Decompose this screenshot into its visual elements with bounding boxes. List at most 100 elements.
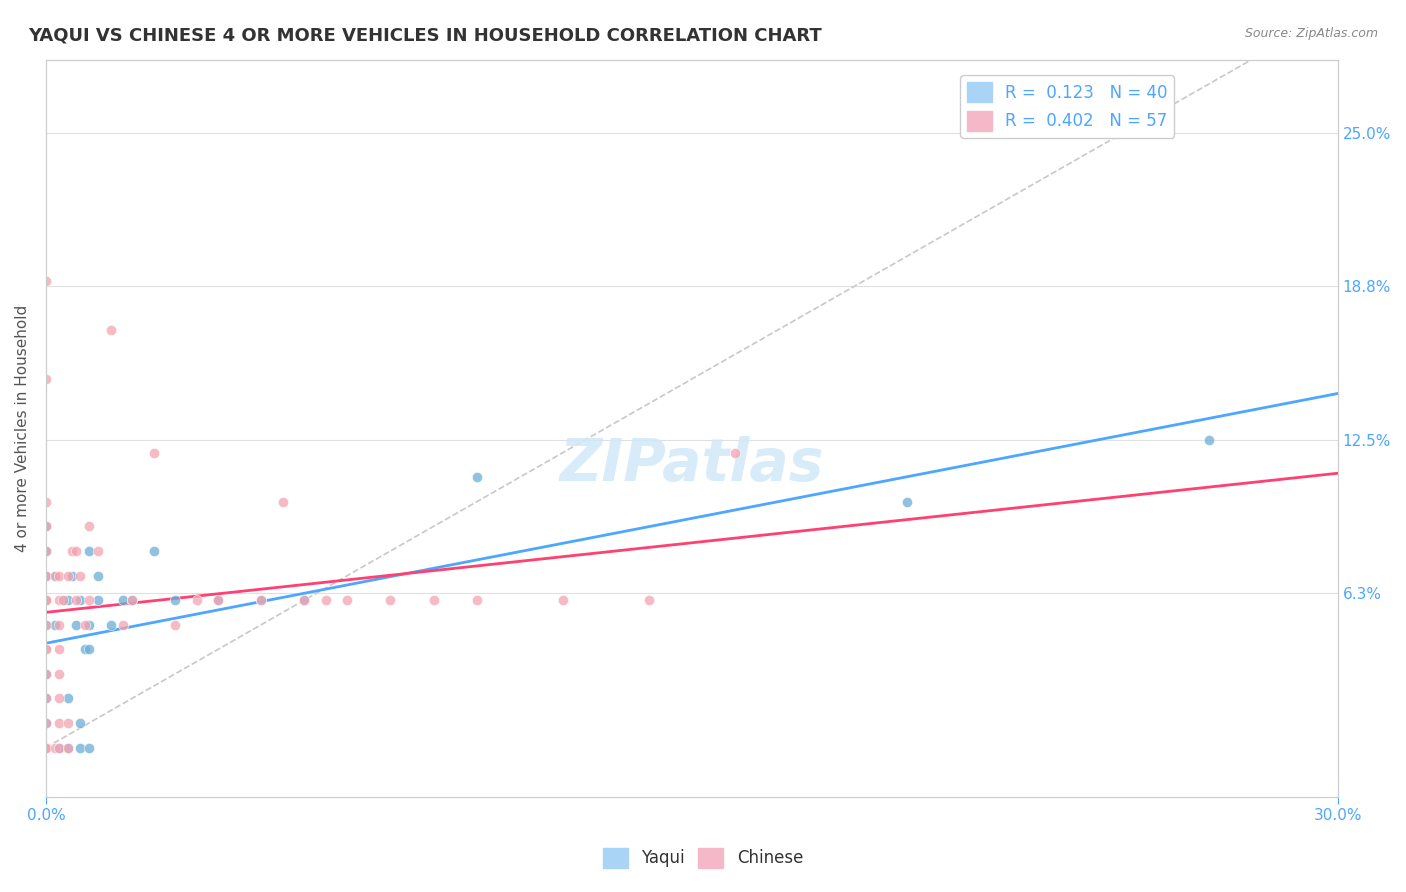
Point: [73, 617, 96, 632]
Point: [35, 372, 58, 386]
Point: [315, 593, 337, 607]
Point: [35, 666, 58, 681]
Point: [35, 740, 58, 755]
Point: [77, 544, 100, 558]
Text: YAQUI VS CHINESE 4 OR MORE VEHICLES IN HOUSEHOLD CORRELATION CHART: YAQUI VS CHINESE 4 OR MORE VEHICLES IN H…: [28, 27, 823, 45]
Point: [35, 642, 58, 657]
Legend: Yaqui, Chinese: Yaqui, Chinese: [596, 841, 810, 875]
Point: [48, 740, 70, 755]
Point: [86, 544, 108, 558]
Point: [44, 568, 66, 582]
Point: [35, 740, 58, 755]
Point: [69, 716, 91, 731]
Point: [35, 568, 58, 582]
Point: [35, 740, 58, 755]
Point: [77, 642, 100, 657]
Point: [35, 716, 58, 731]
Point: [551, 593, 574, 607]
Point: [35, 617, 58, 632]
Point: [336, 593, 359, 607]
Point: [292, 593, 315, 607]
Point: [165, 593, 187, 607]
Point: [35, 691, 58, 706]
Point: [112, 617, 135, 632]
Point: [48, 568, 70, 582]
Point: [35, 593, 58, 607]
Point: [48, 740, 70, 755]
Point: [250, 593, 273, 607]
Point: [35, 617, 58, 632]
Point: [44, 568, 66, 582]
Point: [35, 495, 58, 509]
Point: [186, 593, 208, 607]
Point: [35, 544, 58, 558]
Point: [48, 617, 70, 632]
Point: [35, 716, 58, 731]
Point: [35, 568, 58, 582]
Point: [35, 519, 58, 533]
Point: [65, 593, 87, 607]
Point: [142, 544, 165, 558]
Point: [100, 617, 122, 632]
Point: [48, 716, 70, 731]
Point: [724, 446, 747, 460]
Point: [77, 593, 100, 607]
Point: [207, 593, 229, 607]
Point: [69, 740, 91, 755]
Point: [77, 519, 100, 533]
Point: [86, 593, 108, 607]
Point: [48, 666, 70, 681]
Point: [112, 593, 135, 607]
Point: [35, 666, 58, 681]
Point: [65, 617, 87, 632]
Point: [271, 495, 294, 509]
Point: [73, 642, 96, 657]
Text: Source: ZipAtlas.com: Source: ZipAtlas.com: [1244, 27, 1378, 40]
Point: [86, 568, 108, 582]
Point: [35, 691, 58, 706]
Point: [637, 593, 659, 607]
Point: [465, 593, 488, 607]
Legend: R =  0.123   N = 40, R =  0.402   N = 57: R = 0.123 N = 40, R = 0.402 N = 57: [960, 75, 1174, 137]
Point: [35, 274, 58, 288]
Point: [1198, 434, 1220, 448]
Point: [60, 568, 83, 582]
Point: [35, 593, 58, 607]
Point: [77, 740, 100, 755]
Point: [44, 740, 66, 755]
Point: [35, 593, 58, 607]
Point: [65, 544, 87, 558]
Point: [69, 593, 91, 607]
Point: [250, 593, 273, 607]
Point: [60, 544, 83, 558]
Point: [56, 740, 79, 755]
Point: [35, 642, 58, 657]
Point: [35, 544, 58, 558]
Point: [77, 617, 100, 632]
Point: [896, 495, 918, 509]
Point: [56, 716, 79, 731]
Point: [48, 642, 70, 657]
Point: [56, 593, 79, 607]
Point: [380, 593, 402, 607]
Y-axis label: 4 or more Vehicles in Household: 4 or more Vehicles in Household: [15, 304, 30, 552]
Point: [48, 593, 70, 607]
Point: [207, 593, 229, 607]
Point: [35, 519, 58, 533]
Point: [44, 617, 66, 632]
Point: [165, 617, 187, 632]
Point: [35, 740, 58, 755]
Point: [52, 593, 75, 607]
Point: [56, 691, 79, 706]
Point: [142, 446, 165, 460]
Point: [422, 593, 444, 607]
Point: [56, 740, 79, 755]
Point: [100, 323, 122, 337]
Point: [69, 568, 91, 582]
Point: [465, 470, 488, 484]
Text: ZIPatlas: ZIPatlas: [560, 436, 824, 493]
Point: [121, 593, 143, 607]
Point: [48, 691, 70, 706]
Point: [121, 593, 143, 607]
Point: [35, 740, 58, 755]
